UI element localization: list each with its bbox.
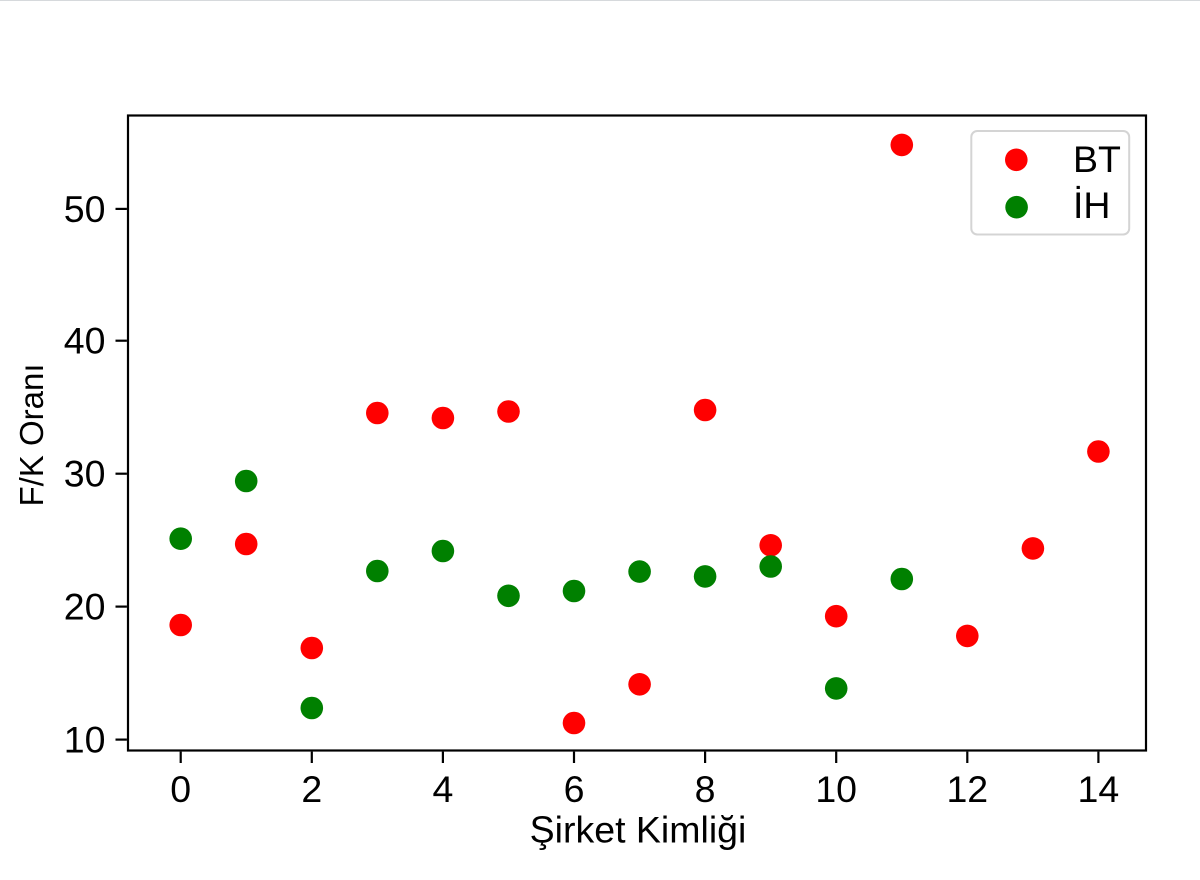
svg-text:30: 30 <box>64 453 106 495</box>
svg-text:40: 40 <box>64 320 106 362</box>
svg-text:0: 0 <box>170 768 191 810</box>
svg-text:Şirket Kimliği: Şirket Kimliği <box>530 809 747 851</box>
svg-text:6: 6 <box>564 768 585 810</box>
svg-text:12: 12 <box>946 768 988 810</box>
svg-text:4: 4 <box>432 768 453 810</box>
svg-text:10: 10 <box>815 768 857 810</box>
svg-text:50: 50 <box>64 188 106 230</box>
svg-text:2: 2 <box>301 768 322 810</box>
svg-text:İH: İH <box>1073 184 1111 226</box>
svg-text:14: 14 <box>1078 768 1120 810</box>
svg-text:20: 20 <box>64 586 106 628</box>
svg-text:BT: BT <box>1073 138 1121 180</box>
svg-text:F/K Oranı: F/K Oranı <box>13 363 50 506</box>
svg-text:8: 8 <box>695 768 716 810</box>
svg-text:10: 10 <box>64 719 106 761</box>
